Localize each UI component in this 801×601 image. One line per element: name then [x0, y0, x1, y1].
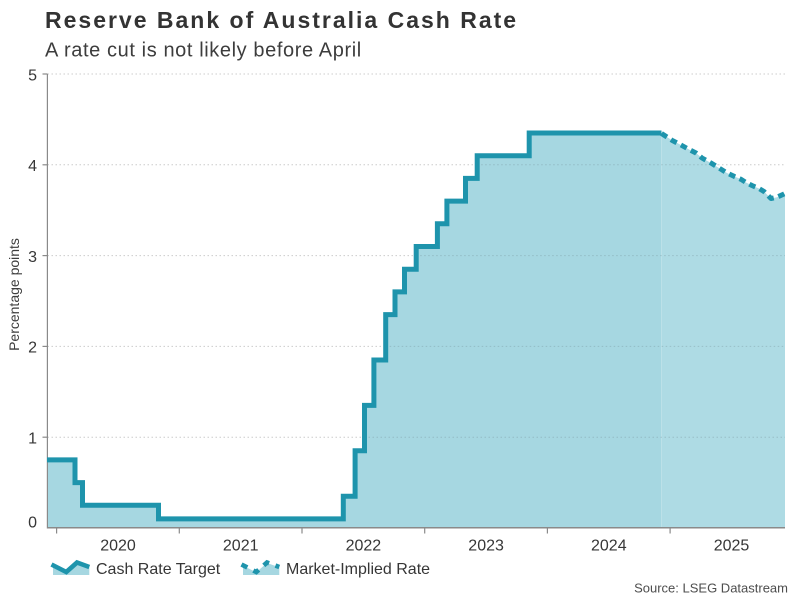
svg-text:2022: 2022: [346, 537, 382, 554]
svg-text:2023: 2023: [468, 537, 504, 554]
svg-text:3: 3: [28, 249, 37, 266]
svg-text:2020: 2020: [100, 537, 136, 554]
svg-text:Reserve Bank of Australia Cash: Reserve Bank of Australia Cash Rate: [45, 7, 518, 33]
svg-text:Cash Rate Target: Cash Rate Target: [96, 561, 221, 578]
svg-text:A rate cut is not likely befor: A rate cut is not likely before April: [45, 40, 362, 62]
svg-text:2: 2: [28, 340, 37, 357]
svg-text:5: 5: [28, 67, 37, 84]
svg-text:0: 0: [28, 515, 37, 532]
svg-text:2025: 2025: [714, 537, 750, 554]
svg-text:Percentage points: Percentage points: [6, 238, 22, 351]
svg-text:Market-Implied Rate: Market-Implied Rate: [286, 561, 430, 578]
svg-text:2021: 2021: [223, 537, 259, 554]
svg-text:4: 4: [28, 158, 37, 175]
svg-text:2024: 2024: [591, 537, 627, 554]
svg-text:Source: LSEG Datastream: Source: LSEG Datastream: [634, 581, 788, 596]
svg-text:1: 1: [28, 431, 37, 448]
